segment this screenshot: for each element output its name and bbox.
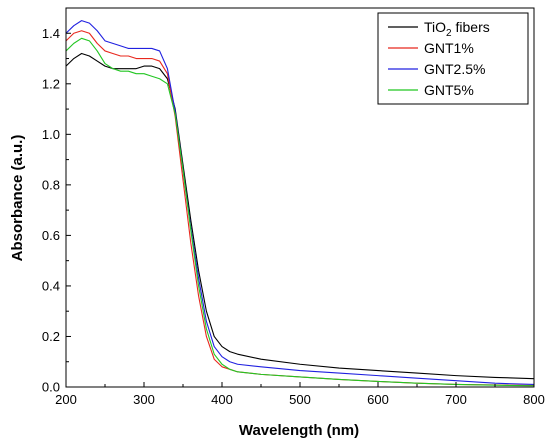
x-tick-label-200: 200	[55, 392, 77, 407]
y-axis-title: Absorbance (a.u.)	[9, 135, 26, 262]
x-tick-label-300: 300	[133, 392, 155, 407]
x-tick-label-600: 600	[367, 392, 389, 407]
legend-label-1: TiO2 fibers	[424, 19, 490, 39]
series-lines	[65, 20, 535, 387]
legend-label-3: GNT2.5%	[424, 61, 485, 77]
y-tick-label-2: 0.4	[42, 278, 60, 293]
x-tick-label-800: 800	[523, 392, 545, 407]
axes: 200 300 400 500 600 700 800 0.0 0.2 0.4 0.6 0.8 1.0 1…	[42, 7, 545, 407]
series-line-4	[65, 37, 535, 387]
x-axis-title: Wavelength (nm)	[239, 422, 359, 439]
y-tick-label-4: 0.8	[42, 177, 60, 192]
x-tick-label-700: 700	[445, 392, 467, 407]
y-tick-label-6: 1.2	[42, 76, 60, 91]
y-tick-label-5: 1.0	[42, 127, 60, 142]
y-tick-label-1: 0.2	[42, 329, 60, 344]
y-tick-label-3: 0.6	[42, 228, 60, 243]
x-tick-label-500: 500	[289, 392, 311, 407]
y-tick-label-7: 1.4	[42, 26, 60, 41]
y-tick-label-0: 0.0	[42, 380, 60, 395]
legend-box	[377, 12, 529, 105]
series-line-1	[65, 52, 535, 380]
legend-label-2: GNT1%	[424, 40, 474, 56]
x-tick-label-400: 400	[211, 392, 233, 407]
legend-label-4: GNT5%	[424, 82, 474, 98]
